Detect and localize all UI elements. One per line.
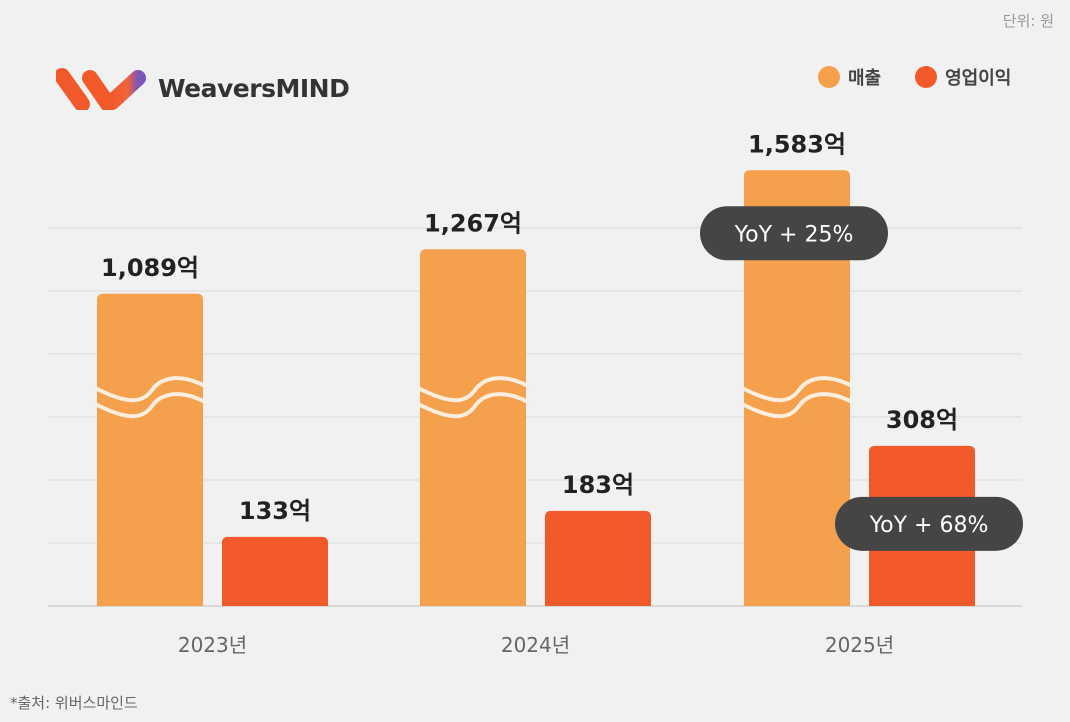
axis-break-wave (741, 376, 853, 403)
unit-label: 단위: 원 (1002, 12, 1054, 30)
axis-break-wave (417, 376, 529, 403)
x-tick-label: 2023년 (178, 633, 247, 657)
logo-text: WeaversMIND (158, 73, 350, 103)
legend-swatch-profit (915, 66, 938, 88)
yoy-pill (700, 206, 888, 261)
axis-break-wave (741, 392, 853, 419)
source-note: *출처: 위버스마인드 (10, 694, 138, 712)
bar-profit (545, 510, 651, 606)
bar-revenue (420, 249, 526, 606)
logo-mark-icon (56, 68, 146, 110)
yoy-pill (835, 496, 1023, 551)
data-label: 1,267억 (424, 209, 522, 237)
axis-break-wave (94, 376, 206, 403)
legend-label-revenue: 매출 (848, 68, 882, 89)
yoy-label: YoY + 68% (869, 513, 989, 538)
bar-revenue (97, 293, 203, 606)
x-tick-label: 2025년 (825, 633, 894, 657)
logo: WeaversMIND (56, 66, 350, 110)
data-label: 308억 (886, 406, 958, 434)
yoy-label: YoY + 25% (734, 222, 854, 247)
axis-break-wave (417, 392, 529, 419)
data-label: 183억 (562, 471, 634, 499)
data-label: 1,583억 (748, 130, 846, 158)
legend-label-profit: 영업이익 (945, 68, 1012, 89)
x-tick-label: 2024년 (501, 633, 570, 657)
bar-profit (222, 536, 328, 606)
axis-break-wave (94, 392, 206, 419)
legend: 매출 영업이익 (818, 64, 1011, 90)
data-label: 133억 (239, 497, 311, 525)
bar-revenue (744, 170, 850, 606)
data-label: 1,089억 (101, 254, 199, 282)
legend-swatch-revenue (818, 66, 840, 88)
